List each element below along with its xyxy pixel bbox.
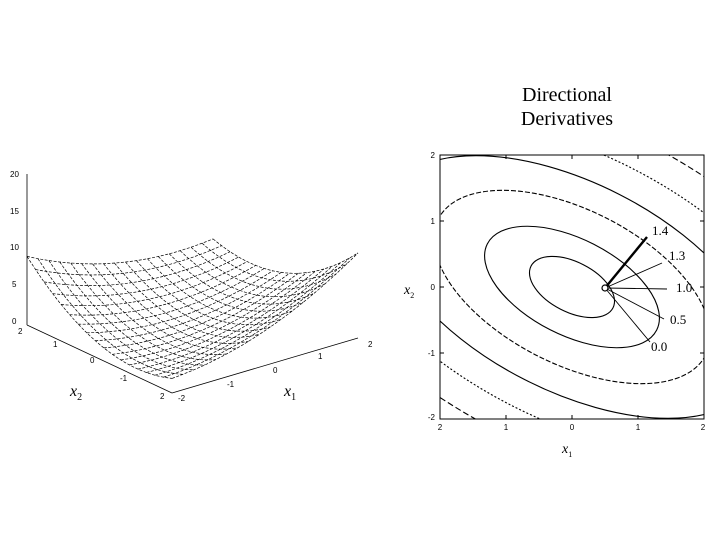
mesh-line (158, 256, 304, 312)
mesh-line (201, 242, 348, 282)
direction-rays (604, 236, 668, 343)
x-tick-label: 1 (504, 423, 509, 432)
mesh-line (179, 250, 326, 298)
contour-line (484, 225, 660, 349)
x1-tick-label: 0 (273, 366, 278, 375)
axis-ticks (440, 155, 704, 419)
mesh-line (92, 263, 238, 350)
x1-tick-label: -1 (227, 380, 235, 389)
x2-tick-label: 1 (53, 340, 58, 349)
contour-line (440, 155, 704, 419)
y-tick-label: 0 (431, 283, 436, 292)
x2-axis-label: x2 (69, 383, 82, 403)
mesh-line (168, 253, 315, 305)
chart-title-line1: Directional (522, 84, 612, 106)
mesh-line (26, 238, 214, 265)
mesh-line (163, 257, 350, 378)
contour-line (440, 155, 704, 419)
derivative-label: 0.5 (670, 312, 686, 327)
mesh-line (70, 262, 216, 361)
mesh-line (136, 260, 282, 326)
z-tick-label: 10 (10, 243, 19, 252)
mesh-line (190, 246, 337, 290)
mesh-line (26, 256, 173, 379)
mesh-line (171, 252, 359, 379)
mesh-line (35, 245, 222, 276)
evaluation-point-marker (601, 284, 609, 292)
direction-ray (604, 287, 668, 290)
y-tick-label: -1 (428, 349, 436, 358)
x1-axis-label: x1 (283, 383, 296, 403)
mesh-line (78, 268, 265, 325)
derivative-label: 1.0 (676, 280, 692, 295)
mesh-line (95, 272, 282, 342)
x-tick-label: 1 (636, 423, 641, 432)
x2-tick-label: 2 (18, 327, 23, 336)
contour-line (440, 155, 704, 419)
x1-tick-label: 2 (368, 340, 373, 349)
mesh-line (129, 270, 316, 366)
direction-ray (604, 262, 663, 289)
contour-plot: Directional Derivatives (403, 84, 706, 459)
mesh-line (69, 265, 256, 316)
mesh-line (147, 258, 293, 319)
direction-ray (604, 236, 648, 289)
mesh-line (146, 265, 333, 373)
x2-tick-label: -1 (120, 374, 128, 383)
mesh-line (137, 268, 325, 370)
mesh-line (103, 263, 249, 344)
direction-ray (604, 287, 665, 320)
x2-tick-label: 0 (90, 356, 95, 365)
x1-tick-label: -2 (178, 394, 186, 403)
y-tick-label: -2 (428, 413, 436, 422)
y-axis-label: x2 (403, 283, 414, 300)
z-tick-label: 5 (12, 280, 17, 289)
contour-lines (440, 155, 704, 419)
mesh-line (37, 258, 183, 375)
mesh-line (81, 263, 227, 355)
x1-tick-label: 1 (318, 352, 323, 361)
surface-axes (26, 174, 359, 394)
mesh-line (212, 238, 359, 274)
z-tick-label: 15 (10, 207, 19, 216)
contour-line (440, 189, 704, 385)
z-tick-label: 0 (12, 317, 17, 326)
surface-mesh (26, 238, 359, 379)
chart-title-line2: Derivatives (521, 108, 613, 130)
mesh-line (112, 273, 299, 355)
y-tick-label: 1 (431, 217, 436, 226)
x-tick-label: 0 (570, 423, 575, 432)
mesh-line (52, 256, 239, 297)
mesh-line (61, 261, 248, 307)
derivative-label: 0.0 (651, 339, 667, 354)
mesh-line (120, 272, 308, 361)
contour-line (528, 255, 616, 319)
mesh-line (86, 270, 273, 334)
x-axis-label: x1 (561, 442, 572, 459)
mesh-line (48, 260, 194, 371)
mesh-line (154, 262, 342, 376)
derivative-label: 1.3 (669, 248, 685, 263)
x-tick-label: 2 (701, 423, 706, 432)
x-tick-label: 2 (438, 423, 443, 432)
x2-tick-label: 2 (160, 392, 165, 401)
derivative-label: 1.4 (652, 223, 669, 238)
mesh-line (125, 261, 271, 332)
x1-axis-line (171, 337, 359, 394)
plot-frame (439, 154, 705, 420)
mesh-line (103, 272, 291, 349)
direction-ray (604, 287, 651, 343)
mesh-line (44, 251, 231, 286)
mesh-line (114, 262, 260, 338)
surface-plot: 20 15 10 5 0 2 1 0 -1 2 -2 -1 0 1 2 x2 x… (10, 170, 373, 403)
z-tick-label: 20 (10, 170, 19, 179)
x2-axis-line (26, 324, 173, 394)
y-tick-label: 2 (431, 151, 436, 160)
